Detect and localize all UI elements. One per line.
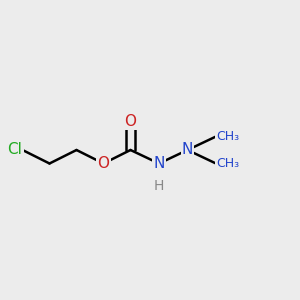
Text: N: N <box>153 156 165 171</box>
Text: O: O <box>98 156 110 171</box>
Text: H: H <box>154 179 164 193</box>
Text: CH₃: CH₃ <box>216 157 239 170</box>
Text: CH₃: CH₃ <box>216 130 239 143</box>
Text: N: N <box>182 142 193 158</box>
Text: Cl: Cl <box>8 142 22 158</box>
Text: O: O <box>124 114 136 129</box>
